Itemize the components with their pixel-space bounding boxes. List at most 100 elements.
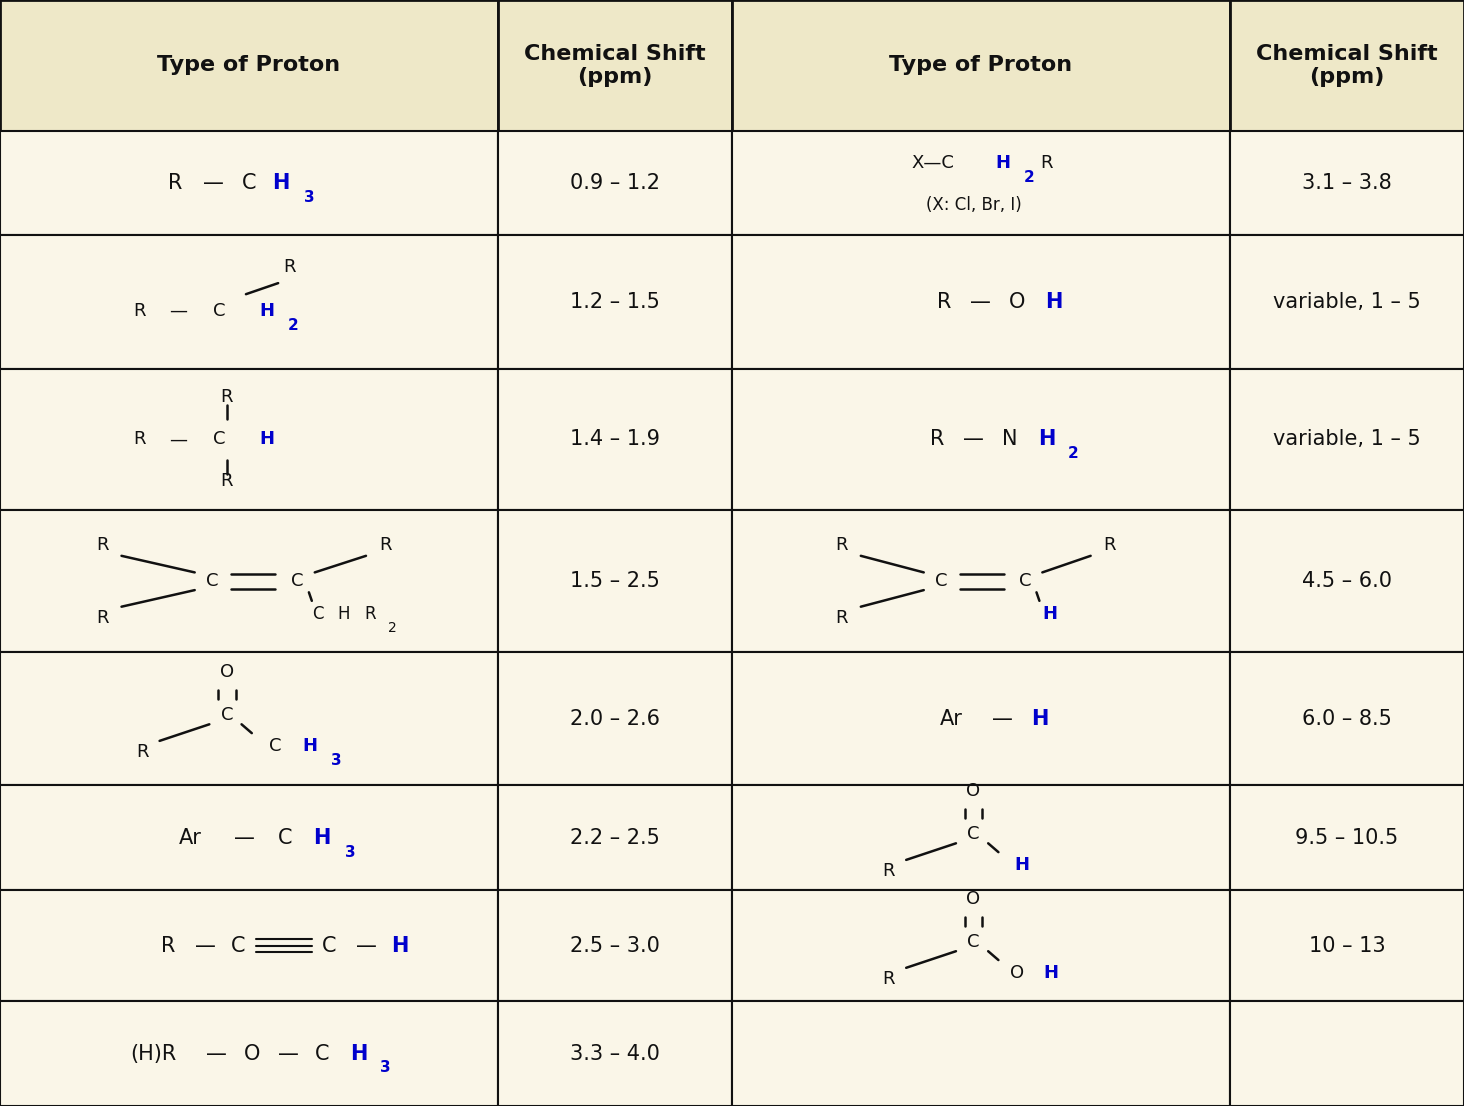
Bar	[732, 1001, 1230, 1106]
Text: R: R	[883, 970, 895, 988]
Text: H: H	[1015, 856, 1029, 875]
Text: R: R	[168, 173, 183, 192]
Text: Ar: Ar	[179, 827, 202, 848]
Bar	[498, 236, 732, 368]
Text: Type of Proton: Type of Proton	[157, 55, 341, 75]
Text: R: R	[836, 608, 848, 627]
Text: X—C: X—C	[911, 154, 955, 173]
Text: —: —	[195, 936, 215, 956]
Text: O: O	[966, 782, 981, 801]
Text: H: H	[1044, 964, 1058, 982]
Bar	[498, 1001, 732, 1106]
Text: 3: 3	[331, 753, 343, 769]
Text: R: R	[1104, 535, 1116, 554]
Text: C: C	[1019, 572, 1031, 591]
Bar	[732, 0, 1230, 131]
Bar	[498, 785, 732, 890]
Bar	[0, 653, 498, 785]
Text: R: R	[284, 258, 296, 275]
Text: R: R	[97, 608, 108, 627]
Text: R: R	[937, 292, 952, 312]
Text: 3: 3	[344, 845, 356, 859]
Text: (X: Cl, Br, I): (X: Cl, Br, I)	[925, 196, 1022, 215]
Text: H: H	[313, 827, 331, 848]
Text: 3.1 – 3.8: 3.1 – 3.8	[1301, 173, 1392, 192]
Text: 1.4 – 1.9: 1.4 – 1.9	[569, 429, 660, 449]
Bar	[1230, 653, 1464, 785]
Text: H: H	[350, 1044, 367, 1064]
Text: —: —	[206, 1044, 227, 1064]
Text: Chemical Shift
(ppm): Chemical Shift (ppm)	[1256, 43, 1438, 87]
Bar	[0, 785, 498, 890]
Text: R: R	[365, 605, 376, 623]
Bar	[1230, 236, 1464, 368]
Text: Type of Proton: Type of Proton	[889, 55, 1073, 75]
Text: C: C	[322, 936, 337, 956]
Text: H: H	[259, 430, 274, 448]
Bar	[732, 236, 1230, 368]
Text: H: H	[259, 302, 274, 320]
Bar	[498, 890, 732, 1001]
Bar	[732, 510, 1230, 653]
Text: H: H	[1031, 709, 1048, 729]
Text: H: H	[272, 173, 290, 192]
Text: —: —	[356, 936, 376, 956]
Text: R: R	[883, 862, 895, 880]
Text: C: C	[935, 572, 947, 591]
Text: H: H	[1042, 605, 1057, 623]
Bar	[1230, 785, 1464, 890]
Bar	[1230, 890, 1464, 1001]
Bar	[0, 0, 498, 131]
Bar	[0, 131, 498, 236]
Text: Ar: Ar	[940, 709, 963, 729]
Text: 2.0 – 2.6: 2.0 – 2.6	[569, 709, 660, 729]
Text: —: —	[971, 292, 991, 312]
Text: —: —	[234, 827, 255, 848]
Text: R: R	[1041, 154, 1053, 173]
Bar	[0, 890, 498, 1001]
Text: R: R	[221, 388, 233, 407]
Bar	[1230, 131, 1464, 236]
Text: 9.5 – 10.5: 9.5 – 10.5	[1296, 827, 1398, 848]
Text: 2: 2	[287, 317, 299, 333]
Text: C: C	[269, 738, 281, 755]
Bar	[0, 1001, 498, 1106]
Text: O: O	[1009, 292, 1026, 312]
Text: 2: 2	[388, 622, 397, 636]
Bar	[498, 653, 732, 785]
Text: R: R	[133, 430, 145, 448]
Text: 10 – 13: 10 – 13	[1309, 936, 1385, 956]
Text: H: H	[1045, 292, 1063, 312]
Bar	[498, 0, 732, 131]
Text: R: R	[136, 743, 148, 761]
Text: 2.5 – 3.0: 2.5 – 3.0	[569, 936, 660, 956]
Text: 1.2 – 1.5: 1.2 – 1.5	[569, 292, 660, 312]
Bar	[0, 510, 498, 653]
Text: H: H	[303, 738, 318, 755]
Bar	[732, 785, 1230, 890]
Text: Chemical Shift
(ppm): Chemical Shift (ppm)	[524, 43, 706, 87]
Text: 1.5 – 2.5: 1.5 – 2.5	[569, 572, 660, 592]
Text: —: —	[170, 430, 187, 448]
Bar	[1230, 368, 1464, 510]
Text: (H)R: (H)R	[130, 1044, 177, 1064]
Text: C: C	[968, 825, 979, 844]
Text: 0.9 – 1.2: 0.9 – 1.2	[569, 173, 660, 192]
Text: 2: 2	[1067, 447, 1079, 461]
Text: C: C	[968, 933, 979, 951]
Text: R: R	[379, 535, 391, 554]
Bar	[732, 368, 1230, 510]
Bar	[732, 890, 1230, 1001]
Bar	[1230, 0, 1464, 131]
Text: R: R	[97, 535, 108, 554]
Text: C: C	[206, 572, 218, 591]
Text: R: R	[133, 302, 145, 320]
Bar	[498, 131, 732, 236]
Text: 3: 3	[303, 190, 315, 205]
Text: 4.5 – 6.0: 4.5 – 6.0	[1301, 572, 1392, 592]
Text: C: C	[312, 605, 324, 623]
Text: 2: 2	[1023, 170, 1035, 185]
Text: 2.2 – 2.5: 2.2 – 2.5	[569, 827, 660, 848]
Text: R: R	[930, 429, 944, 449]
Bar	[732, 653, 1230, 785]
